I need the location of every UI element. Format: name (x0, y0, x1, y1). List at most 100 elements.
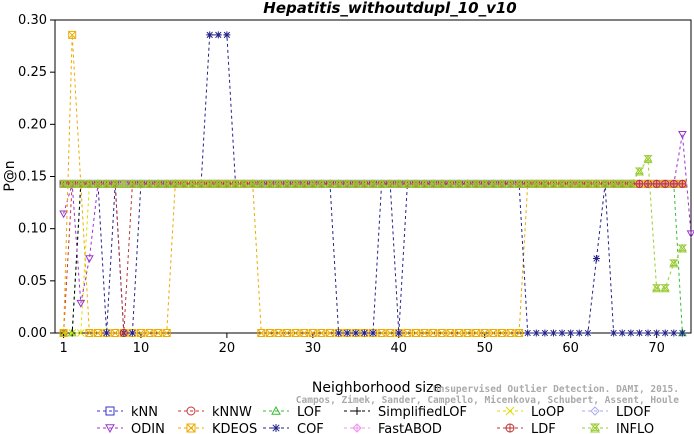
data-point (575, 329, 583, 337)
data-point (196, 179, 206, 188)
y-tick-label: 0.20 (18, 117, 47, 132)
x-tick-label: 1 (59, 341, 67, 356)
data-point (590, 406, 600, 416)
data-point (360, 329, 368, 337)
legend-item-ldof: LDOF (582, 405, 651, 420)
legend-item-kdeos: KDEOS (178, 422, 257, 434)
data-point (84, 179, 95, 188)
legend-item-knn: kNN (97, 405, 158, 420)
data-point (59, 329, 68, 337)
data-point (549, 329, 557, 337)
data-point (454, 329, 463, 337)
legend-label: COF (297, 422, 324, 434)
series-lof (59, 179, 687, 337)
data-point (497, 329, 506, 337)
data-point (213, 179, 224, 188)
legend-label: kNNW (212, 405, 252, 420)
series-odin (59, 130, 694, 308)
data-point (283, 329, 292, 337)
data-point (376, 179, 387, 188)
data-point (352, 329, 360, 337)
series-line (63, 183, 683, 334)
data-point (514, 179, 524, 188)
data-point (531, 179, 542, 188)
series-inflo (58, 154, 688, 293)
data-point (214, 31, 222, 39)
legend-label: INFLO (616, 422, 654, 434)
data-point (154, 329, 163, 337)
data-point (445, 179, 456, 188)
data-point (429, 329, 438, 337)
data-point (660, 283, 670, 293)
data-point (472, 329, 481, 337)
data-point (105, 424, 115, 434)
data-point (93, 179, 103, 188)
data-point (59, 210, 68, 219)
data-point (186, 423, 196, 433)
data-point (686, 230, 694, 239)
legend-item-knnw: kNNW (178, 405, 252, 420)
legend-label: LoOP (531, 405, 564, 420)
x-tick-label: 50 (476, 341, 493, 356)
data-point (506, 329, 515, 337)
legend-item-loop: LoOP (497, 405, 564, 420)
data-point (634, 167, 645, 176)
data-point (411, 329, 420, 337)
data-point (223, 31, 231, 39)
data-point (308, 179, 318, 188)
data-point (557, 179, 567, 188)
y-tick-label: 0.00 (18, 326, 47, 341)
y-tick-label: 0.25 (18, 65, 47, 80)
data-point (480, 179, 490, 188)
x-tick-label: 30 (305, 341, 322, 356)
chart-title: Hepatitis_withoutdupl_10_v10 (263, 0, 516, 17)
data-point (76, 329, 85, 337)
data-point (247, 179, 258, 188)
data-point (608, 179, 619, 188)
x-tick-label: 60 (562, 341, 579, 356)
data-point (308, 329, 317, 337)
data-point (462, 179, 473, 188)
data-point (68, 30, 77, 39)
y-axis-title: P@n (2, 160, 18, 191)
data-point (206, 31, 214, 39)
legend-label: KDEOS (212, 422, 257, 434)
legend-label: kNN (131, 405, 158, 420)
data-point (265, 329, 274, 337)
data-point (368, 179, 378, 188)
legend-item-simplifiedlof: SimplifiedLOF (344, 405, 467, 420)
series-loop (59, 180, 687, 337)
data-point (558, 329, 566, 337)
x-tick-label: 20 (219, 341, 236, 356)
data-point (446, 329, 455, 337)
legend-item-inflo: INFLO (582, 422, 654, 434)
data-point (454, 179, 464, 188)
y-tick-label: 0.10 (18, 222, 47, 237)
data-point (274, 329, 283, 337)
data-point (411, 179, 421, 188)
data-point (300, 329, 309, 337)
data-point (369, 329, 377, 337)
data-point (162, 179, 172, 188)
data-point (402, 179, 413, 188)
data-point (627, 329, 635, 337)
data-point (471, 179, 481, 188)
data-point (111, 329, 120, 337)
data-point (497, 179, 507, 188)
data-point (76, 299, 86, 308)
data-point (617, 179, 627, 188)
data-point (230, 179, 241, 188)
data-point (342, 179, 352, 188)
data-point (420, 329, 429, 337)
data-point (145, 329, 154, 337)
data-point (325, 179, 335, 188)
data-point (385, 179, 395, 188)
data-point (505, 423, 515, 433)
data-point (661, 179, 670, 188)
data-point (524, 329, 532, 337)
data-point (76, 179, 86, 188)
data-point (101, 179, 112, 188)
data-point (127, 179, 138, 188)
data-point (136, 329, 145, 337)
